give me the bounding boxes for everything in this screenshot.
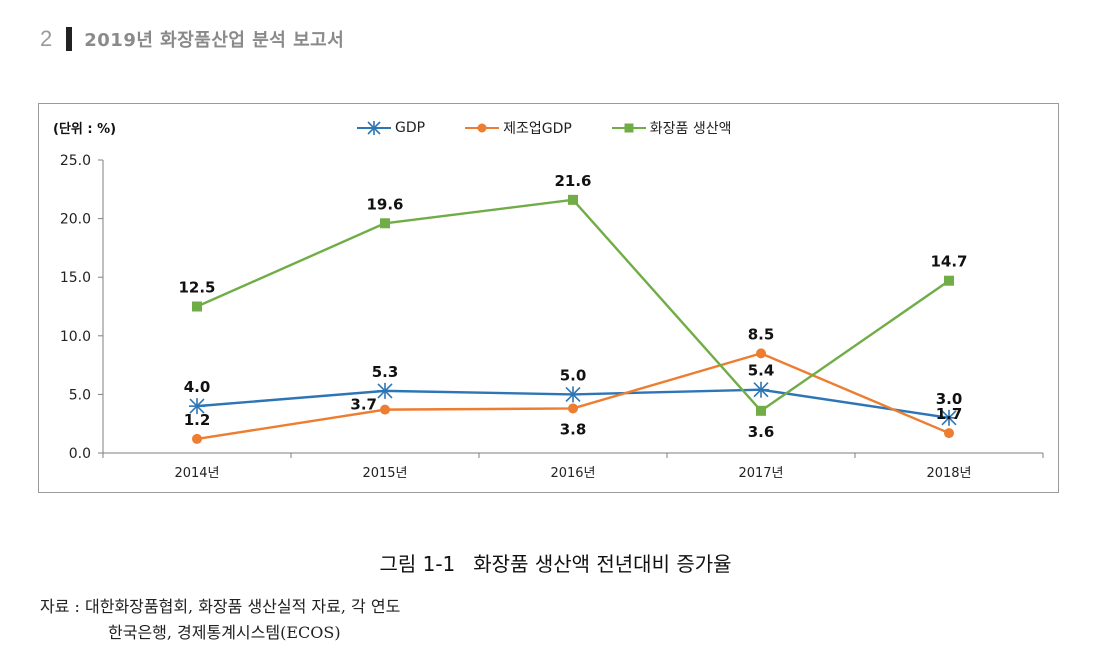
data-label: 3.8 <box>560 420 587 438</box>
x-tick-label: 2015년 <box>362 466 407 481</box>
y-tick-label: 5.0 <box>69 387 91 403</box>
y-tick-label: 10.0 <box>60 329 91 345</box>
data-label: 21.6 <box>554 172 591 190</box>
data-point <box>944 428 954 439</box>
data-point <box>380 404 390 415</box>
page-number: 2 <box>40 26 53 51</box>
x-tick-label: 2016년 <box>550 466 595 481</box>
x-tick-label: 2014년 <box>174 466 219 481</box>
chart-frame: (단위 : %) GDP 제조업GDP 화장품 생산액 0.0 5.0 10.0 15… <box>38 103 1059 493</box>
y-tick-label: 25.0 <box>60 153 91 169</box>
report-title: 2019년 화장품산업 분석 보고서 <box>84 30 345 51</box>
data-label: 3.6 <box>748 423 775 441</box>
data-point <box>568 403 578 414</box>
data-label: 5.3 <box>372 363 399 381</box>
data-point <box>568 194 578 205</box>
chart-legend: GDP 제조업GDP 화장품 생산액 <box>357 118 732 138</box>
data-label: 5.0 <box>560 366 587 384</box>
legend-label-gdp: GDP <box>395 120 426 136</box>
data-point <box>756 348 766 359</box>
data-label: 1.2 <box>184 411 211 429</box>
legend-item-cosmetics-production: 화장품 생산액 <box>611 118 732 138</box>
data-point <box>192 433 202 444</box>
legend-swatch-gdp <box>357 121 391 135</box>
figure-number: 그림 1-1 <box>379 552 456 576</box>
y-tick-label: 15.0 <box>60 270 91 286</box>
y-tick-label: 20.0 <box>60 212 91 228</box>
data-point <box>189 398 205 415</box>
page-header: 2 2019년 화장품산업 분석 보고서 <box>40 26 344 52</box>
source-line-1: 자료 : 대한화장품협회, 화장품 생산실적 자료, 각 연도 <box>40 597 401 616</box>
line-chart: 0.0 5.0 10.0 15.0 20.0 25.0 2014년 2015년 2016년 201… <box>60 153 1044 481</box>
source-line-2: 한국은행, 경제통계시스템(ECOS) <box>108 623 341 642</box>
data-label: 5.4 <box>748 362 775 380</box>
data-point <box>941 409 957 426</box>
data-point <box>565 386 581 403</box>
legend-item-gdp: GDP <box>357 118 425 138</box>
data-point <box>753 381 769 398</box>
x-tick-label: 2018년 <box>926 466 971 481</box>
data-point <box>380 218 390 229</box>
legend-item-manufacturing-gdp: 제조업GDP <box>465 118 572 138</box>
legend-label-cosmetics-production: 화장품 생산액 <box>649 121 732 137</box>
source-note: 자료 : 대한화장품협회, 화장품 생산실적 자료, 각 연도 한국은행, 경제… <box>40 594 400 646</box>
data-label: 4.0 <box>184 378 211 396</box>
legend-label-manufacturing-gdp: 제조업GDP <box>503 121 572 137</box>
data-label: 12.5 <box>178 279 215 297</box>
legend-swatch-cosmetics-production <box>611 123 646 133</box>
data-label: 3.7 <box>350 396 377 414</box>
legend-swatch-manufacturing-gdp <box>465 123 500 133</box>
unit-label: (단위 : %) <box>53 122 117 137</box>
figure-caption: 그림 1-1 화장품 생산액 전년대비 증가율 <box>0 548 1111 577</box>
data-label: 8.5 <box>748 325 775 343</box>
data-label: 14.7 <box>930 253 967 271</box>
data-label: 1.7 <box>936 405 963 423</box>
data-point <box>377 382 393 399</box>
figure-title: 화장품 생산액 전년대비 증가율 <box>473 552 732 576</box>
data-label: 19.6 <box>366 195 403 213</box>
data-label: 3.0 <box>936 390 963 408</box>
y-tick-label: 0.0 <box>69 446 91 462</box>
data-point <box>944 275 954 286</box>
data-point <box>756 405 766 416</box>
data-point <box>192 301 202 312</box>
x-tick-label: 2017년 <box>738 466 783 481</box>
header-divider-bar <box>66 27 73 51</box>
